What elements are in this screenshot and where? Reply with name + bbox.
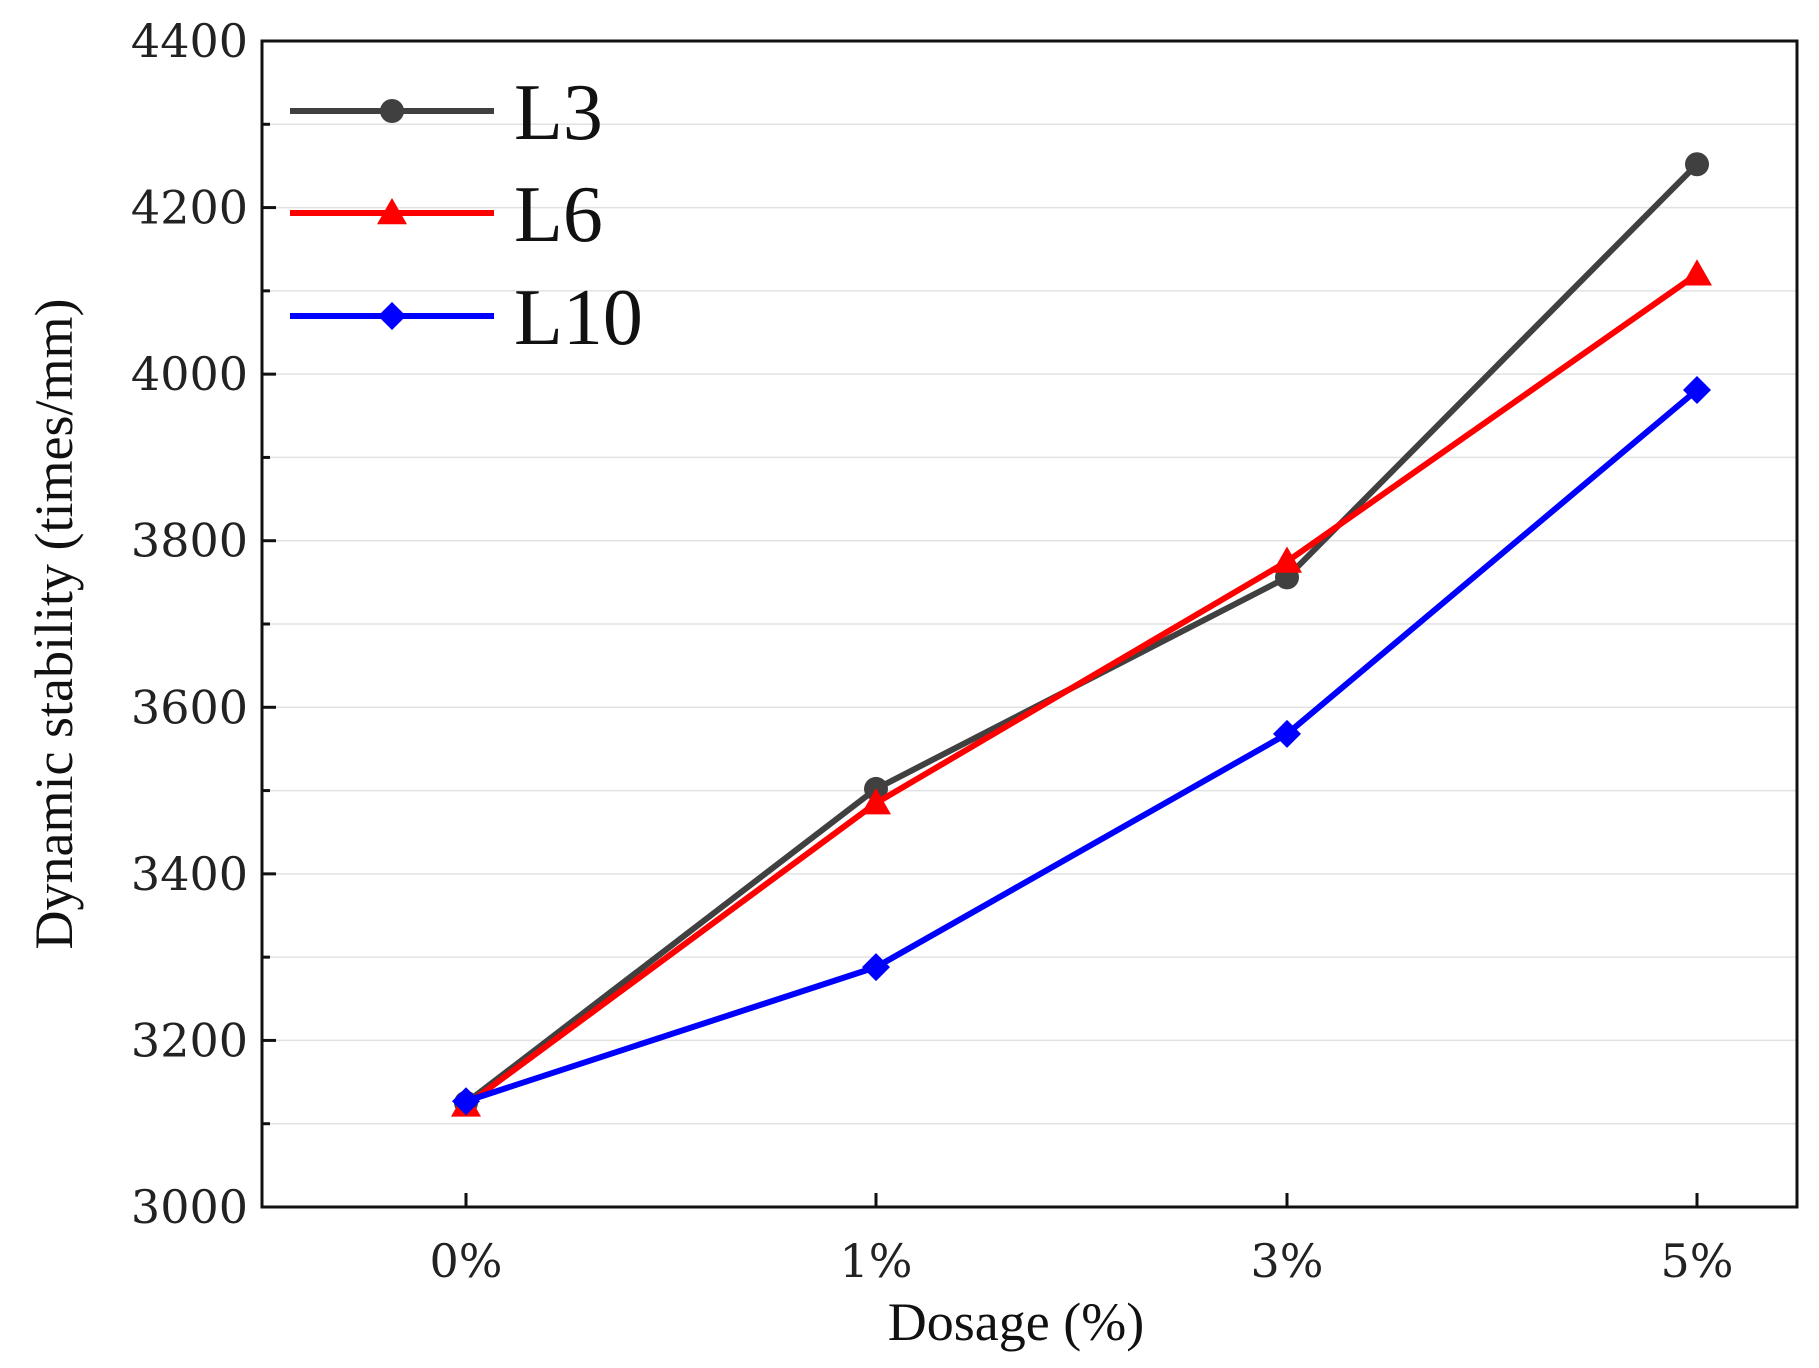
legend-item-L10: L10	[290, 274, 643, 362]
data-point	[1682, 259, 1712, 286]
legend-label: L3	[514, 69, 603, 157]
series-line	[463, 386, 1700, 1105]
legend: L3 L6 L10	[290, 69, 643, 362]
data-point	[861, 788, 891, 815]
x-tick-label: 0%	[430, 1234, 503, 1288]
series-L10	[452, 375, 1711, 1116]
x-tick-label: 1%	[840, 1234, 913, 1288]
data-point	[1683, 375, 1711, 404]
y-tick-label: 4200	[131, 181, 248, 235]
series-layer	[451, 152, 1712, 1117]
y-tick-label: 3800	[131, 514, 248, 568]
axis-ticks: 3000 3200 3400 3600 3800 4000 4200 4400 0% 1% 3% 5%	[131, 14, 1734, 1288]
series-line	[463, 161, 1700, 1106]
x-tick-label: 3%	[1251, 1234, 1324, 1288]
data-point	[862, 953, 890, 982]
y-tick-label: 3200	[131, 1013, 248, 1067]
y-tick-label: 3600	[131, 680, 248, 734]
y-tick-label: 3000	[131, 1180, 248, 1234]
grid-lines	[262, 123, 1797, 1125]
x-tick-label: 5%	[1661, 1234, 1734, 1288]
legend-label: L10	[514, 274, 643, 362]
y-tick-label: 3400	[131, 847, 248, 901]
data-point	[452, 1087, 480, 1116]
data-point	[1272, 546, 1302, 573]
legend-marker	[378, 302, 406, 330]
y-axis-title: Dynamic stability (times/mm)	[24, 299, 84, 950]
y-tick-label: 4000	[131, 347, 248, 401]
legend-item-L3: L3	[290, 69, 603, 157]
legend-marker	[380, 99, 404, 123]
y-tick-label: 4400	[131, 14, 248, 68]
legend-marker	[377, 198, 407, 225]
data-point	[1273, 719, 1301, 748]
legend-item-L6: L6	[290, 171, 603, 259]
series-line	[463, 271, 1700, 1109]
legend-label: L6	[514, 171, 603, 259]
data-point	[1685, 152, 1709, 177]
series-L6	[451, 259, 1712, 1117]
x-axis-title: Dosage (%)	[888, 1292, 1144, 1352]
